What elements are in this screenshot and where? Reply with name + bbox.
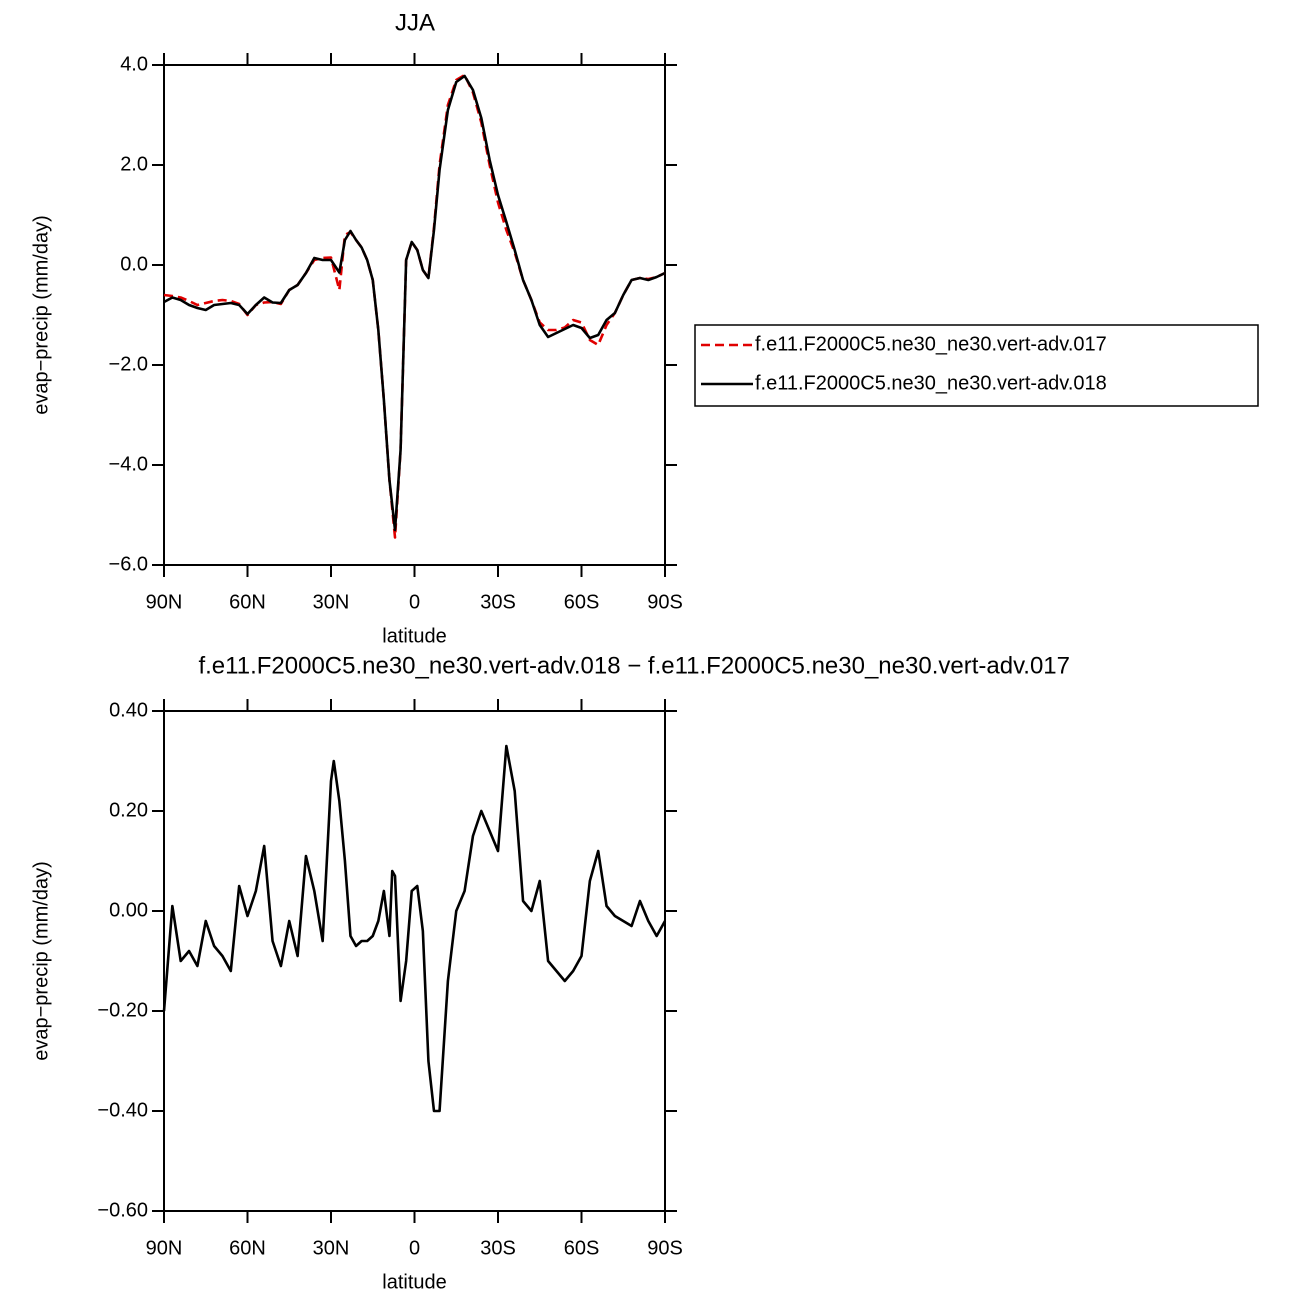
y-tick-label: −0.40 bbox=[97, 1099, 148, 1121]
x-tick-label: 90N bbox=[146, 1237, 183, 1259]
y-tick-label: 2.0 bbox=[120, 153, 148, 175]
x-tick-label: 30N bbox=[313, 591, 350, 613]
y-tick-label: 4.0 bbox=[120, 53, 148, 75]
y-tick-label: 0.00 bbox=[109, 899, 148, 921]
x-tick-label: 0 bbox=[409, 1237, 420, 1259]
y-tick-label: −2.0 bbox=[109, 353, 148, 375]
y-tick-label: −4.0 bbox=[109, 453, 148, 475]
legend-label: f.e11.F2000C5.ne30_ne30.vert-adv.018 bbox=[755, 372, 1107, 394]
x-tick-label: 0 bbox=[409, 591, 420, 613]
y-axis-label: evap−precip (mm/day) bbox=[30, 861, 52, 1061]
legend-label: f.e11.F2000C5.ne30_ne30.vert-adv.017 bbox=[755, 333, 1107, 355]
y-axis-label: evap−precip (mm/day) bbox=[30, 215, 52, 415]
x-axis-label: latitude bbox=[382, 1271, 447, 1293]
y-tick-label: −6.0 bbox=[109, 553, 148, 575]
x-axis-label: latitude bbox=[382, 625, 447, 647]
x-tick-label: 30N bbox=[313, 1237, 350, 1259]
x-tick-label: 60S bbox=[564, 591, 600, 613]
y-tick-label: 0.40 bbox=[109, 699, 148, 721]
y-tick-label: 0.20 bbox=[109, 799, 148, 821]
chart-title: JJA bbox=[395, 9, 435, 36]
plot-frame bbox=[163, 710, 666, 1212]
y-tick-label: −0.60 bbox=[97, 1199, 148, 1221]
x-tick-label: 90S bbox=[647, 1237, 683, 1259]
y-tick-label: −0.20 bbox=[97, 999, 148, 1021]
x-tick-label: 60N bbox=[229, 591, 266, 613]
data-line bbox=[162, 744, 667, 1113]
plot-frame bbox=[163, 64, 666, 566]
legend-box bbox=[694, 324, 1259, 407]
y-tick-label: 0.0 bbox=[120, 253, 148, 275]
x-tick-label: 90N bbox=[146, 591, 183, 613]
x-tick-label: 30S bbox=[480, 1237, 516, 1259]
x-tick-label: 60N bbox=[229, 1237, 266, 1259]
x-tick-label: 90S bbox=[647, 591, 683, 613]
data-line bbox=[163, 74, 666, 532]
x-tick-label: 30S bbox=[480, 591, 516, 613]
chart-title: f.e11.F2000C5.ne30_ne30.vert-adv.018 − f… bbox=[198, 652, 1070, 679]
x-tick-label: 60S bbox=[564, 1237, 600, 1259]
